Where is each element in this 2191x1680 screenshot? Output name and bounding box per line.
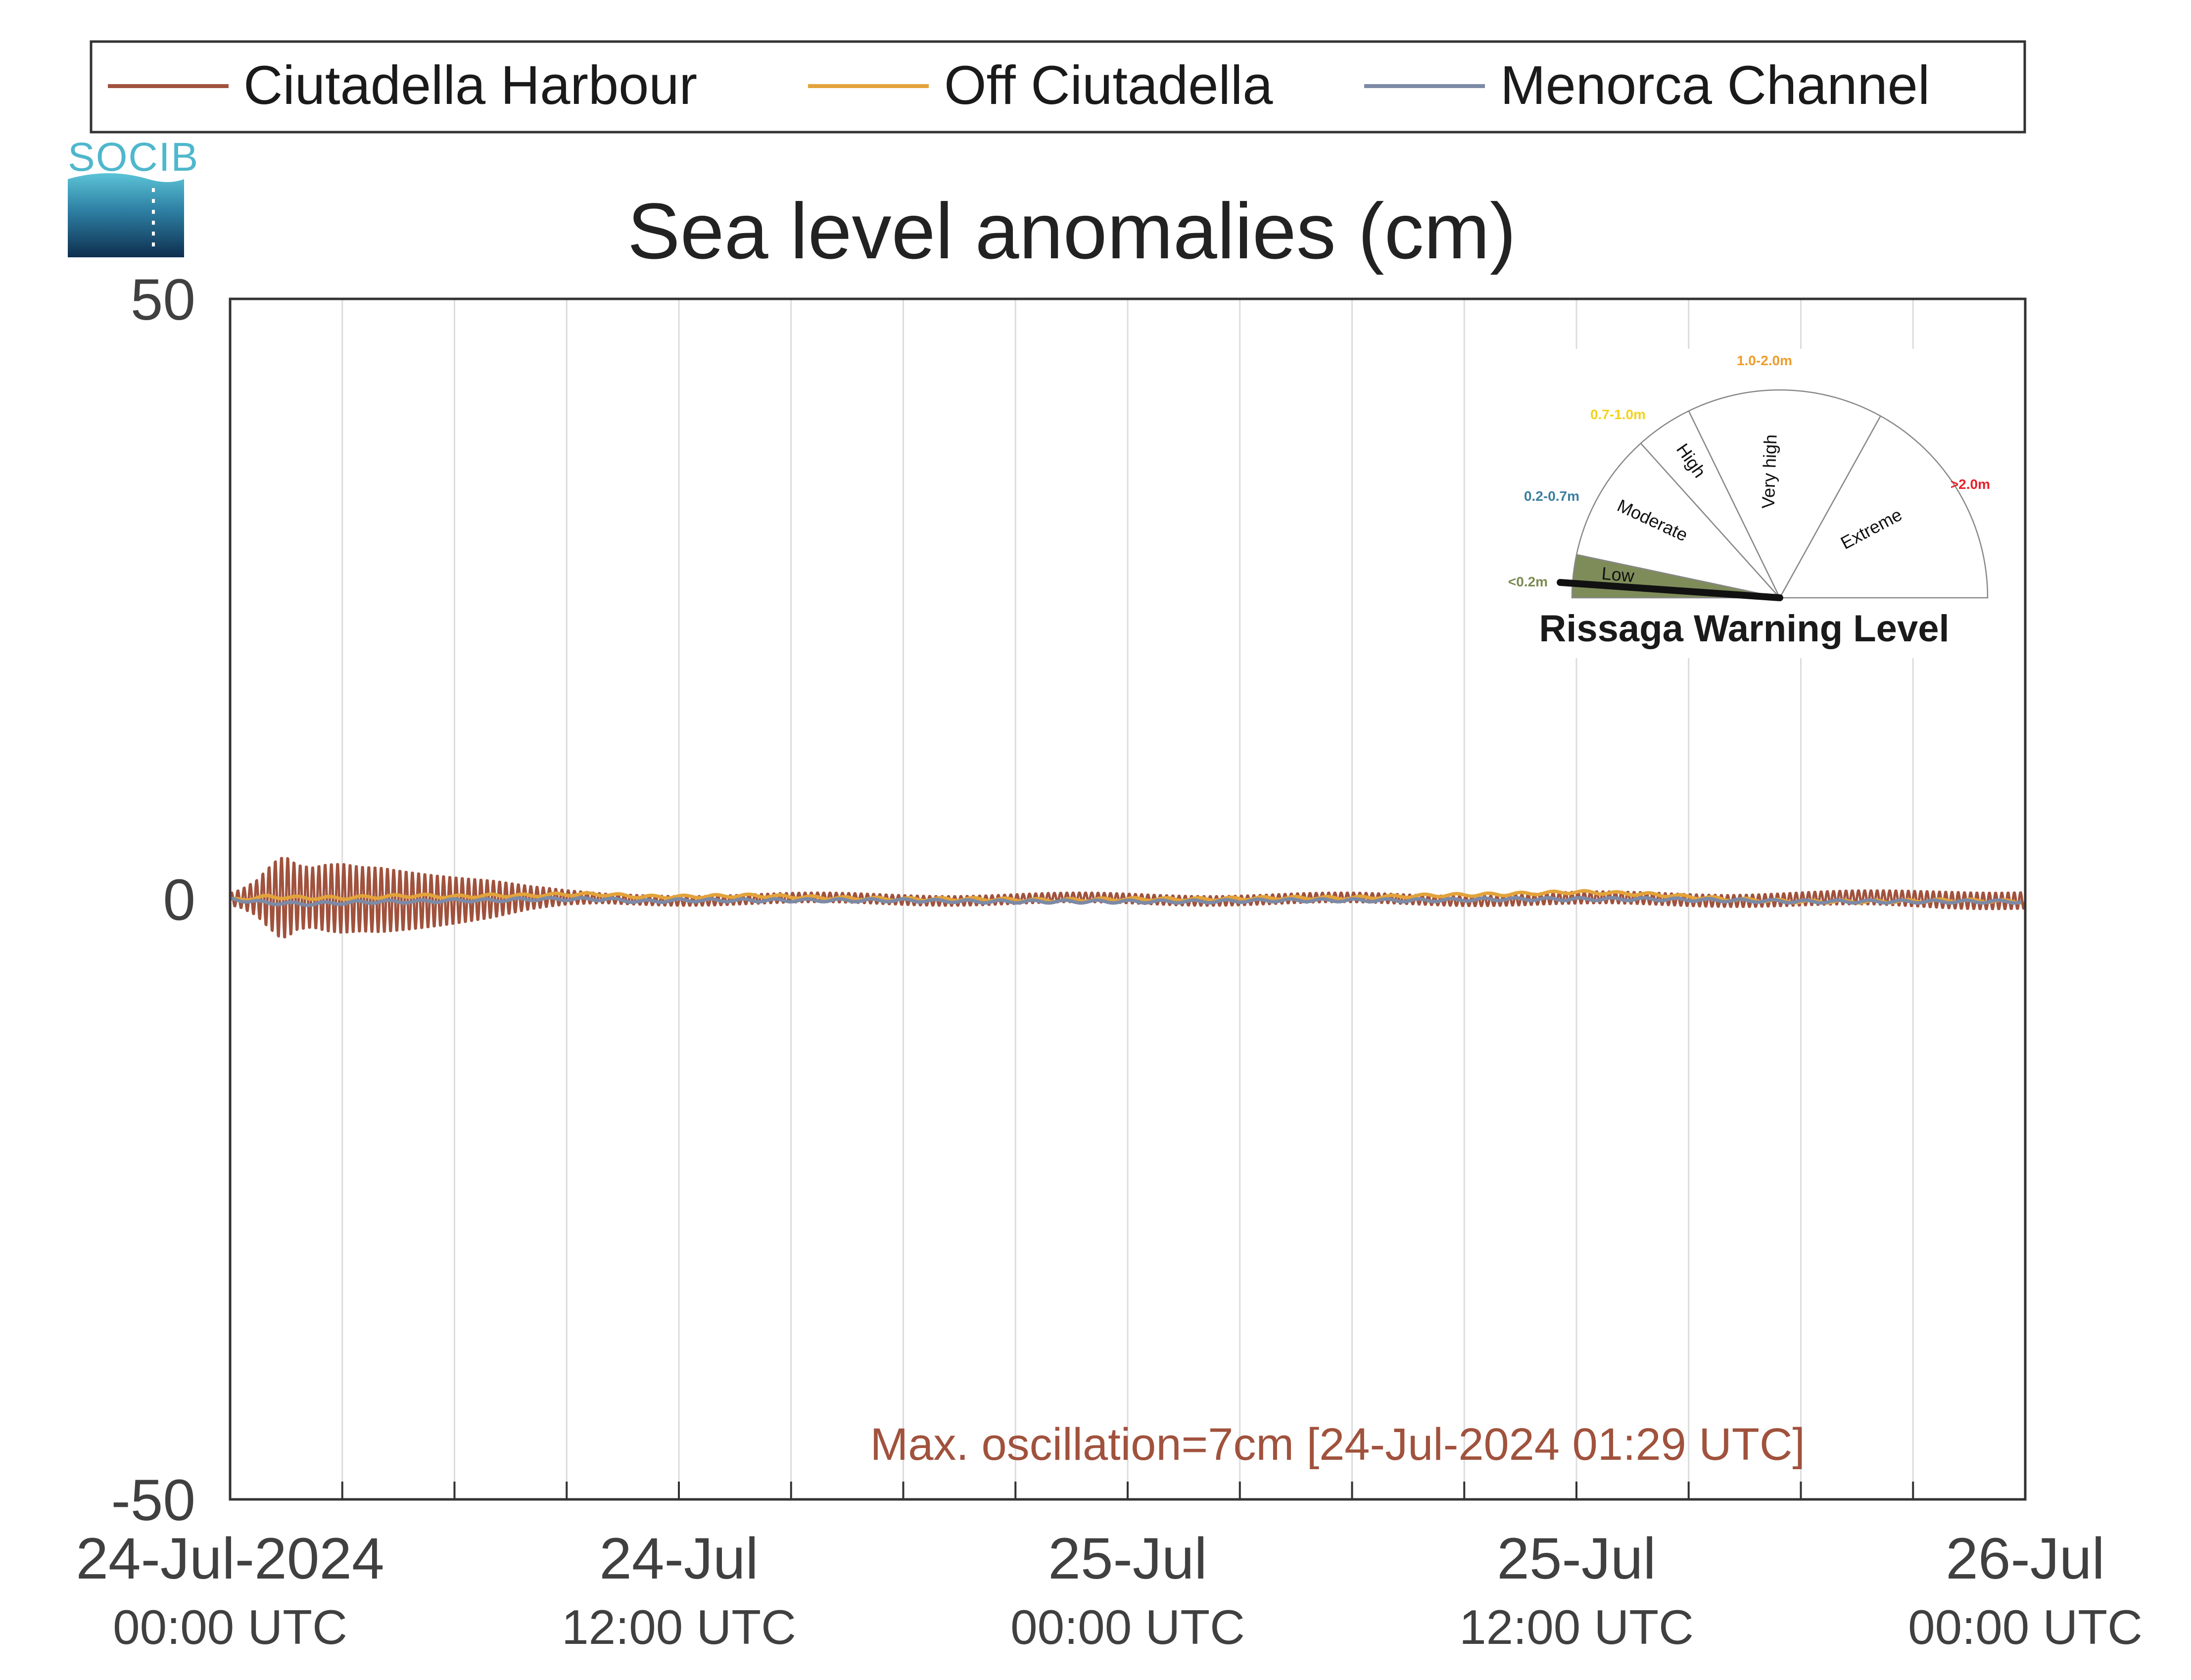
gauge-sector-extreme [1778,415,1989,599]
y-tick-label--50: -50 [111,1468,195,1533]
gauge-range-high: 0.7-1.0m [1590,407,1646,422]
x-tick-sublabel-12h: 12:00 UTC [562,1600,796,1654]
axis-tick-marks [341,1482,1914,1499]
gauge-range-very-high: 1.0-2.0m [1737,353,1792,368]
x-tick-label-24h: 25-Jul [1048,1526,1207,1591]
x-tick-sublabel-24h: 00:00 UTC [1010,1600,1245,1654]
gauge-range-extreme: >2.0m [1951,477,1990,492]
x-axis-tick-labels: 24-Jul-2024 00:00 UTC 24-Jul 12:00 UTC 25-Ju… [76,1526,2143,1654]
socib-logo: SOCIB [68,135,199,257]
x-tick-label-36h: 25-Jul [1497,1526,1656,1591]
series-line-menorca-channel [230,896,2022,907]
y-tick-label-50: 50 [131,267,195,333]
max-oscillation-annotation: Max. oscillation=7cm [24-Jul-2024 01:29 … [870,1419,1805,1470]
gauge-sector-very-high [1688,389,1882,599]
series-lines [229,857,2027,939]
gauge-range-low: <0.2m [1508,574,1548,589]
y-tick-label-0: 0 [163,867,195,933]
gauge-label-very-high: Very high [1758,434,1781,509]
chart-title: Sea level anomalies (cm) [627,187,1516,275]
legend-box [90,40,2026,134]
legend-label-menorca-channel: Menorca Channel [1500,55,1930,116]
x-tick-label-48h: 26-Jul [1946,1526,2104,1591]
logo-text: SOCIB [68,135,199,180]
gauge-range-moderate: 0.2-0.7m [1524,488,1579,504]
x-tick-sublabel-36h: 12:00 UTC [1459,1600,1694,1654]
y-axis-tick-labels: 50 0 -50 [111,267,195,1533]
x-tick-sublabel-0h: 00:00 UTC [113,1600,347,1654]
gauge-sector-moderate [1575,442,1782,599]
logo-wave-block [68,173,184,257]
legend-label-off-ciutadella: Off Ciutadella [944,55,1273,116]
gauge-needle [1557,579,1783,601]
gauge-title: Rissaga Warning Level [1539,608,1949,650]
x-tick-label-12h: 24-Jul [599,1526,758,1591]
legend-label-ciutadella-harbour: Ciutadella Harbour [243,55,697,116]
legend: Ciutadella Harbour Off Ciutadella Menorc… [90,40,2026,134]
x-tick-label-0h: 24-Jul-2024 [76,1526,384,1591]
x-tick-sublabel-48h: 00:00 UTC [1908,1600,2143,1654]
